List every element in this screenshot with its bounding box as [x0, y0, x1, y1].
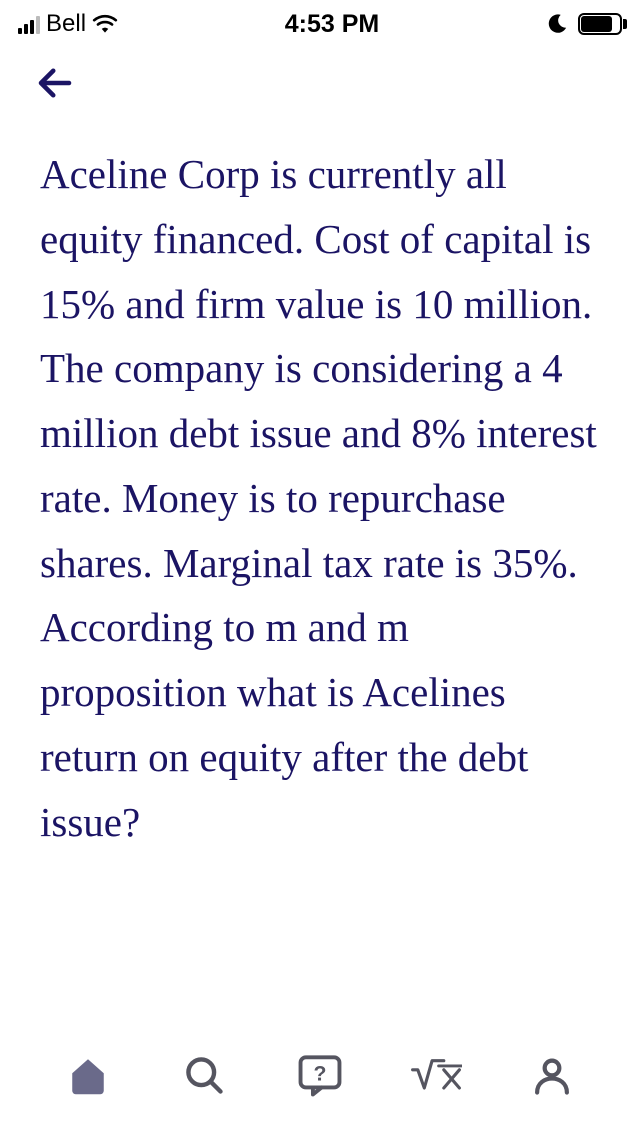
moon-icon: [546, 13, 568, 35]
status-time: 4:53 PM: [285, 10, 379, 39]
question-text: Aceline Corp is currently all equity fin…: [40, 142, 604, 854]
status-right: [546, 13, 622, 35]
nav-profile-icon[interactable]: [526, 1049, 578, 1101]
top-nav: [0, 44, 640, 112]
nav-search-icon[interactable]: [178, 1049, 230, 1101]
svg-text:?: ?: [314, 1062, 327, 1085]
bottom-nav: ?: [0, 1026, 640, 1136]
nav-ask-icon[interactable]: ?: [294, 1049, 346, 1101]
status-bar: Bell 4:53 PM: [0, 0, 640, 44]
nav-home-icon[interactable]: [62, 1049, 114, 1101]
wifi-icon: [92, 14, 118, 34]
content-area: Aceline Corp is currently all equity fin…: [0, 112, 640, 854]
back-button[interactable]: [34, 62, 612, 104]
signal-bars-icon: [18, 14, 40, 34]
nav-math-icon[interactable]: [410, 1049, 462, 1101]
status-left: Bell: [18, 10, 118, 38]
battery-icon: [578, 13, 622, 35]
carrier-label: Bell: [46, 10, 86, 38]
